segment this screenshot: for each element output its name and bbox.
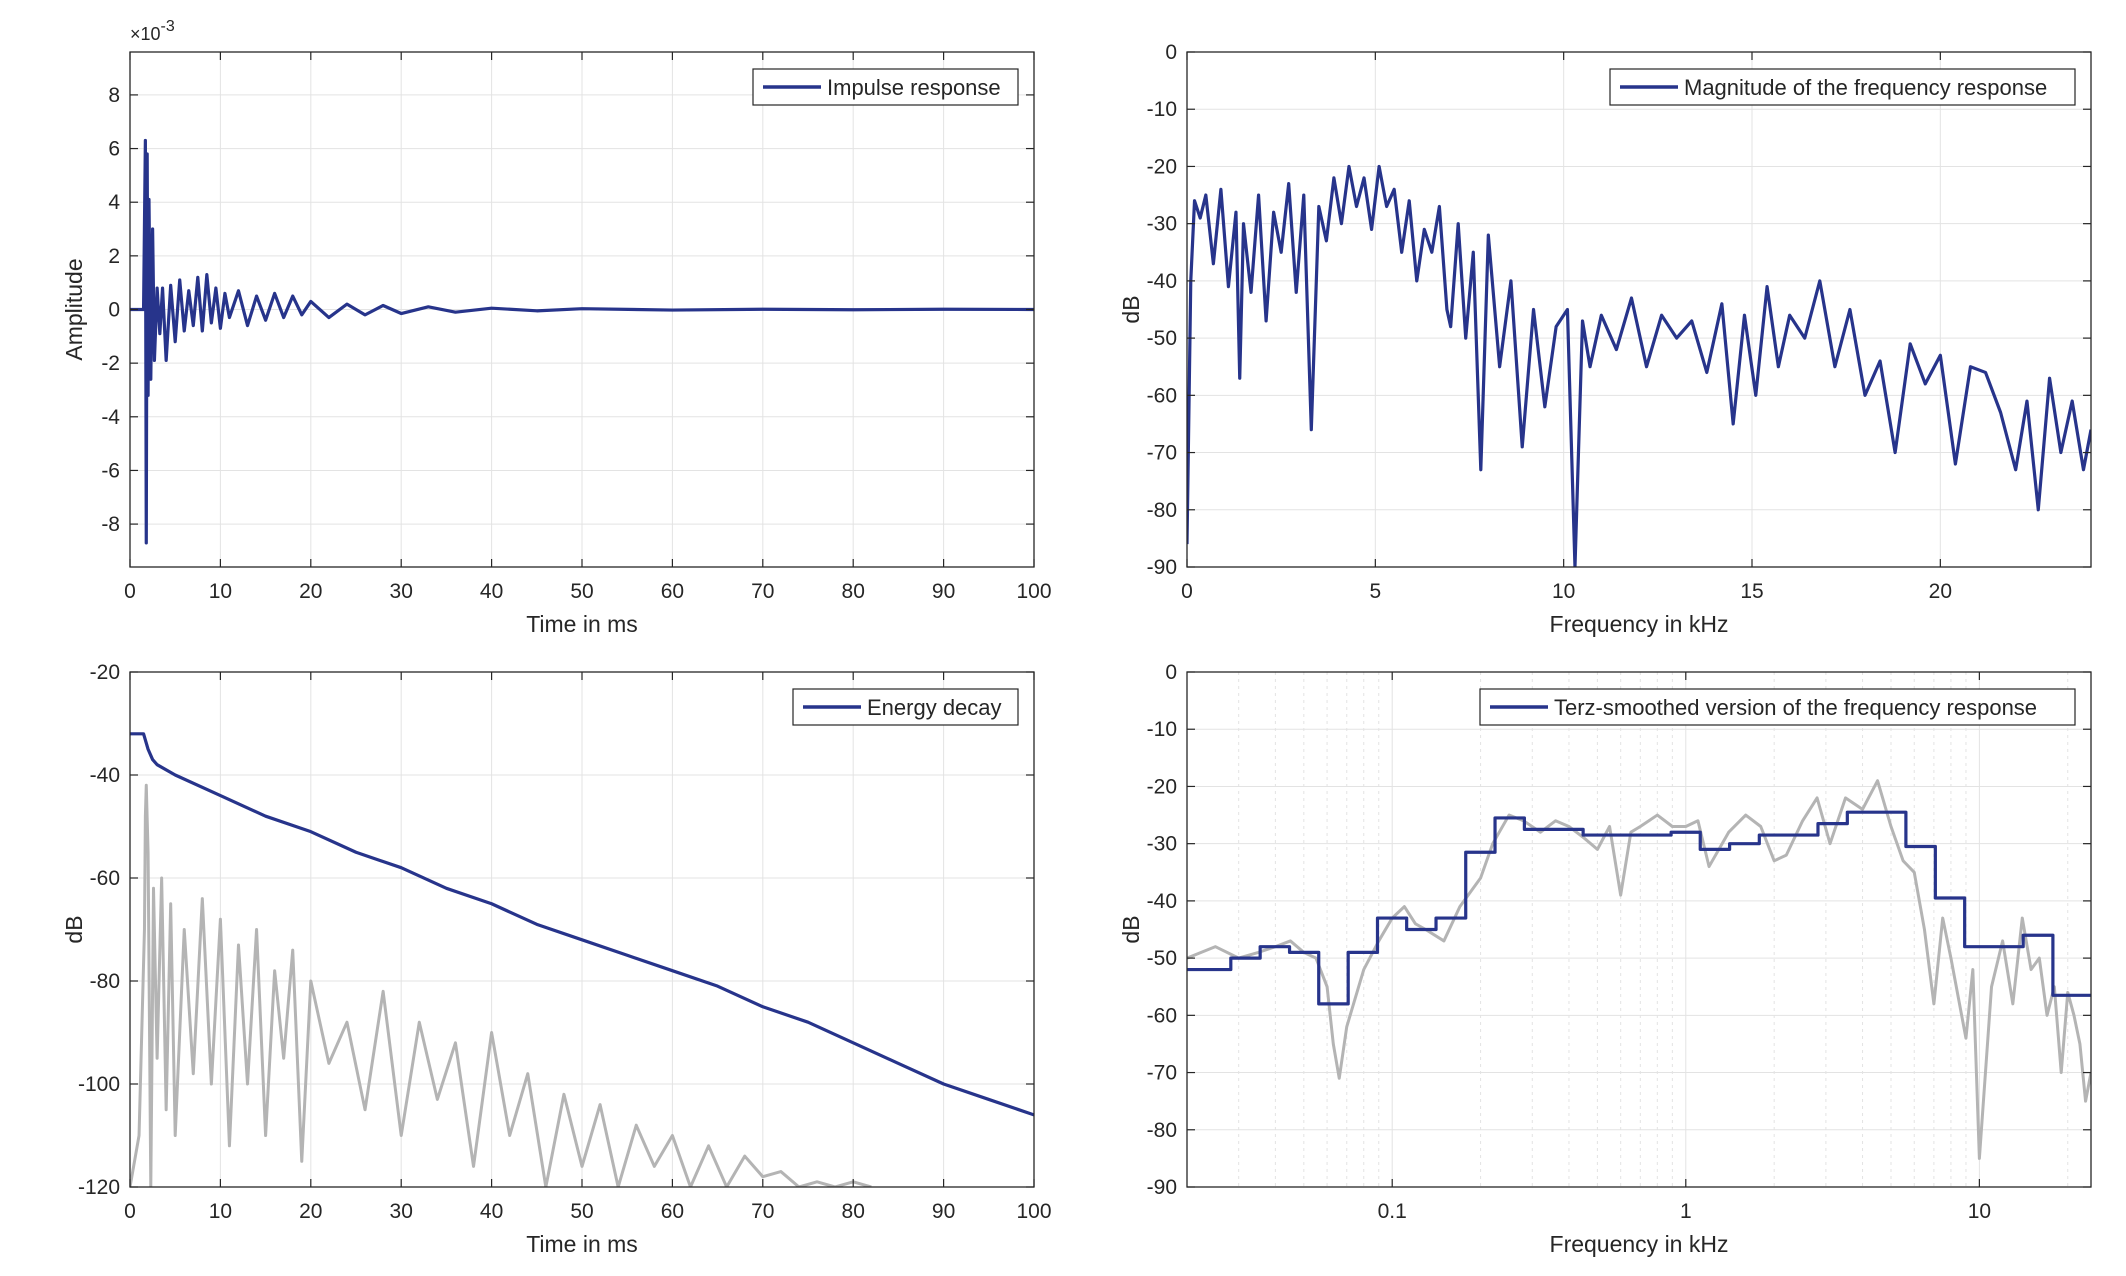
x-axis-label: Frequency in kHz bbox=[1550, 1231, 1729, 1257]
chart-panel-4: 0.1 1 10 0 -10 -20 -30 -40 -50 -60 -70 -80 -90 Freque… bbox=[1118, 661, 2092, 1257]
y-tick-label: -80 bbox=[1147, 499, 1177, 522]
x-tick-label: 20 bbox=[299, 1200, 322, 1223]
y-tick-label: -30 bbox=[1147, 213, 1177, 236]
chart-panel-2: 0 5 10 15 20 0 -10 -20 -30 -40 -50 -60 -70 -80 -90 Freq… bbox=[1118, 41, 2092, 637]
plot-area bbox=[1187, 52, 2091, 567]
series-line bbox=[1187, 164, 2091, 567]
y-tick-label: -40 bbox=[1147, 270, 1177, 293]
legend-label: Magnitude of the frequency response bbox=[1684, 75, 2047, 100]
x-tick-label: 0.1 bbox=[1378, 1200, 1407, 1223]
y-tick-label: -120 bbox=[78, 1176, 120, 1199]
series-line bbox=[130, 138, 1034, 545]
y-tick-label: -10 bbox=[1147, 718, 1177, 741]
legend-label: Energy decay bbox=[867, 695, 1002, 720]
x-tick-label: 10 bbox=[1552, 580, 1575, 603]
x-tick-label: 100 bbox=[1016, 580, 1051, 603]
x-tick-label: 40 bbox=[480, 580, 503, 603]
y-tick-label: -40 bbox=[90, 764, 120, 787]
chart-panel-3: 0 10 20 30 40 50 60 70 80 90 100 -20 -40 -60 -80 -100 -1… bbox=[61, 661, 1052, 1257]
y-tick-label: 6 bbox=[108, 138, 120, 161]
axes-box bbox=[1186, 671, 2092, 1188]
y-axis-label: Amplitude bbox=[61, 258, 87, 360]
y-tick-label: -50 bbox=[1147, 947, 1177, 970]
y-axis-label: dB bbox=[61, 915, 87, 943]
y-tick-label: -60 bbox=[1147, 384, 1177, 407]
y-tick-label: 0 bbox=[108, 299, 120, 322]
series-line bbox=[1187, 810, 2091, 1006]
y-tick-label: -20 bbox=[1147, 775, 1177, 798]
x-tick-label: 5 bbox=[1369, 580, 1381, 603]
legend-box bbox=[1479, 688, 2076, 726]
plot-area bbox=[1187, 672, 2091, 1187]
x-tick-label: 30 bbox=[390, 580, 413, 603]
x-tick-label: 10 bbox=[209, 1200, 232, 1223]
y-tick-label: -50 bbox=[1147, 327, 1177, 350]
y-tick-label: -90 bbox=[1147, 556, 1177, 579]
y-tick-label: -70 bbox=[1147, 1062, 1177, 1085]
x-tick-label: 10 bbox=[1968, 1200, 1991, 1223]
x-tick-label: 30 bbox=[390, 1200, 413, 1223]
y-tick-label: 0 bbox=[1165, 41, 1177, 64]
x-tick-label: 10 bbox=[209, 580, 232, 603]
x-tick-label: 20 bbox=[1929, 580, 1952, 603]
reference-line bbox=[1187, 779, 2091, 1160]
legend: Magnitude of the frequency response bbox=[1609, 68, 2076, 106]
x-tick-label: 40 bbox=[480, 1200, 503, 1223]
x-tick-label: 90 bbox=[932, 1200, 955, 1223]
y-tick-label: 4 bbox=[108, 191, 120, 214]
y-tick-label: -80 bbox=[1147, 1119, 1177, 1142]
x-tick-label: 50 bbox=[570, 580, 593, 603]
y-tick-label: -60 bbox=[1147, 1004, 1177, 1027]
y-tick-label: -10 bbox=[1147, 98, 1177, 121]
x-tick-label: 100 bbox=[1016, 1200, 1051, 1223]
y-tick-label: -6 bbox=[101, 459, 120, 482]
y-tick-label: -8 bbox=[101, 513, 120, 536]
y-tick-label: -60 bbox=[90, 867, 120, 890]
y-tick-label: 2 bbox=[108, 245, 120, 268]
y-tick-label: -30 bbox=[1147, 833, 1177, 856]
axes-box bbox=[1186, 51, 2092, 568]
x-tick-label: 90 bbox=[932, 580, 955, 603]
legend-label: Terz-smoothed version of the frequency r… bbox=[1554, 695, 2037, 720]
legend-box bbox=[1609, 68, 2076, 106]
x-axis-label: Time in ms bbox=[526, 1231, 638, 1257]
x-tick-label: 20 bbox=[299, 580, 322, 603]
reference-line bbox=[130, 783, 872, 1187]
x-tick-label: 0 bbox=[124, 1200, 136, 1223]
y-tick-label: -90 bbox=[1147, 1176, 1177, 1199]
y-tick-label: -40 bbox=[1147, 890, 1177, 913]
y-tick-label: 8 bbox=[108, 84, 120, 107]
y-exponent-label: ×10-3 bbox=[130, 18, 175, 44]
y-tick-label: -80 bbox=[90, 970, 120, 993]
y-tick-label: -20 bbox=[90, 661, 120, 684]
y-tick-label: -2 bbox=[101, 352, 120, 375]
x-tick-label: 0 bbox=[1181, 580, 1193, 603]
y-tick-label: -70 bbox=[1147, 442, 1177, 465]
legend-label: Impulse response bbox=[827, 75, 1001, 100]
x-tick-label: 0 bbox=[124, 580, 136, 603]
x-tick-label: 60 bbox=[661, 1200, 684, 1223]
x-tick-label: 1 bbox=[1680, 1200, 1692, 1223]
legend: Energy decay bbox=[792, 688, 1019, 726]
x-tick-label: 50 bbox=[570, 1200, 593, 1223]
x-axis-label: Frequency in kHz bbox=[1550, 611, 1729, 637]
legend: Terz-smoothed version of the frequency r… bbox=[1479, 688, 2076, 726]
y-tick-label: -4 bbox=[101, 406, 120, 429]
x-tick-label: 70 bbox=[751, 1200, 774, 1223]
x-axis-label: Time in ms bbox=[526, 611, 638, 637]
x-tick-label: 15 bbox=[1740, 580, 1763, 603]
series-line bbox=[130, 732, 1034, 1117]
y-axis-label: dB bbox=[1118, 295, 1144, 323]
legend: Impulse response bbox=[752, 68, 1019, 106]
chart-panel-1: 0 10 20 30 40 50 60 70 80 90 100 -8 -6 -4 -2 0 2 4 6 8 Time … bbox=[61, 18, 1052, 637]
y-tick-label: -100 bbox=[78, 1073, 120, 1096]
x-tick-label: 60 bbox=[661, 580, 684, 603]
y-tick-label: -20 bbox=[1147, 155, 1177, 178]
x-tick-label: 80 bbox=[842, 1200, 865, 1223]
x-tick-label: 70 bbox=[751, 580, 774, 603]
y-tick-label: 0 bbox=[1165, 661, 1177, 684]
x-tick-label: 80 bbox=[842, 580, 865, 603]
y-axis-label: dB bbox=[1118, 915, 1144, 943]
